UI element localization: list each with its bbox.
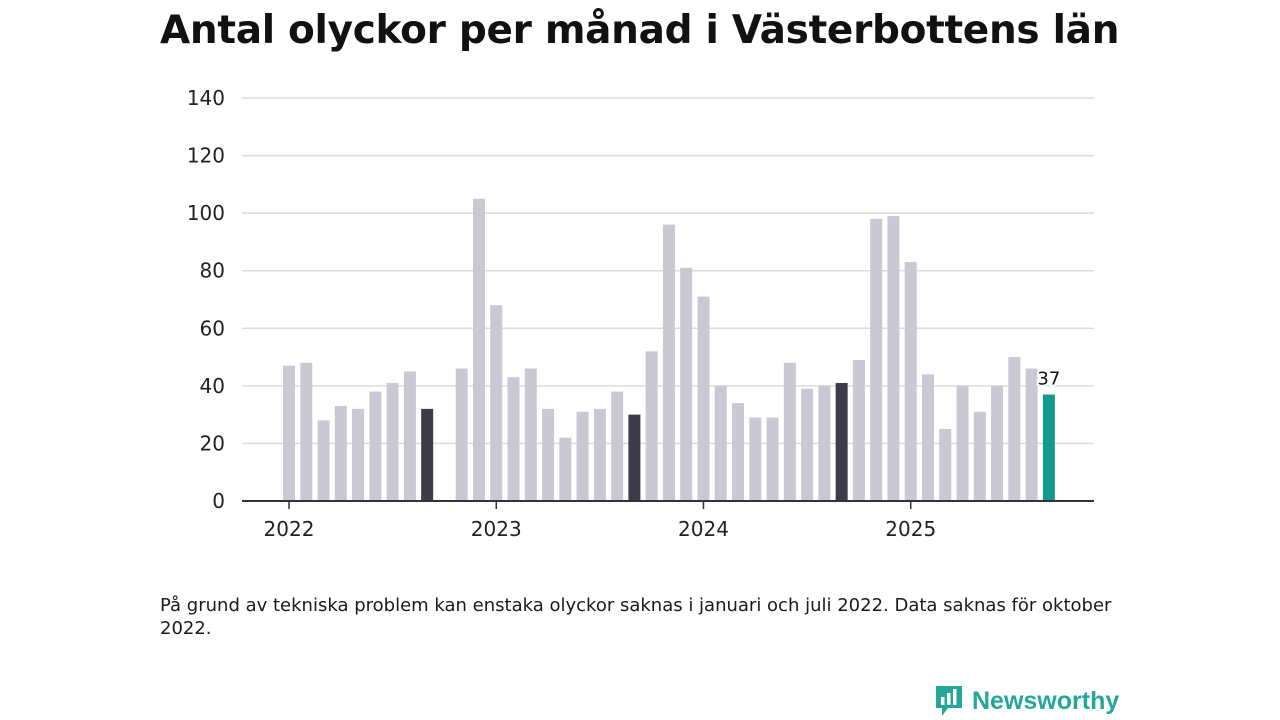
bar-2025-04 (956, 385, 969, 501)
bar-2024-09 (835, 382, 848, 501)
bar-2022-09 (421, 408, 434, 501)
bar-2024-08 (818, 385, 831, 501)
bar-2023-09 (628, 414, 641, 501)
bar-2024-12 (887, 216, 900, 501)
y-axis-ticks: 0 20 40 60 80 100 120 140 (187, 86, 225, 513)
y-tick-label: 100 (187, 201, 225, 225)
bar-2023-04 (542, 408, 555, 501)
bar-2023-12 (680, 267, 693, 501)
x-tick-label: 2024 (678, 517, 729, 541)
bar-2025-08 (1025, 368, 1038, 501)
x-tick-label: 2023 (471, 517, 522, 541)
bar-2023-05 (559, 437, 572, 501)
bar-2022-12 (472, 198, 485, 501)
bar-2024-06 (783, 362, 796, 501)
bar-2023-02 (507, 377, 520, 501)
brand-logo: Newsworthy (934, 684, 1119, 718)
bar-2025-02 (921, 374, 934, 501)
footnote: På grund av tekniska problem kan enstaka… (160, 595, 1112, 639)
bar-2022-03 (317, 420, 330, 501)
bar-2024-11 (870, 218, 883, 501)
bar-2022-05 (352, 408, 365, 501)
bar-2025-01 (904, 262, 917, 501)
bar-2022-02 (300, 362, 313, 501)
bar-2024-07 (801, 388, 814, 501)
y-tick-label: 60 (200, 316, 225, 340)
bar-2022-01 (283, 365, 295, 501)
bar-2023-11 (662, 224, 675, 501)
bar-2024-10 (852, 359, 865, 501)
bar-2024-03 (732, 403, 745, 501)
bar-2025-05 (973, 411, 986, 501)
bar-2023-08 (611, 391, 624, 501)
x-tick-label: 2025 (885, 517, 936, 541)
x-tick-label: 2022 (264, 517, 315, 541)
bar-2025-03 (939, 429, 952, 501)
bar-2023-06 (576, 411, 589, 501)
data-labels: 37 (1035, 366, 1062, 391)
brand-name: Newsworthy (972, 686, 1120, 715)
bar-2025-07 (1008, 357, 1021, 501)
bar-2022-07 (386, 382, 399, 501)
y-tick-label: 120 (187, 144, 225, 168)
data-label-2025-09: 37 (1037, 368, 1060, 389)
bar-2025-06 (991, 385, 1004, 501)
bars (283, 198, 1055, 501)
newsworthy-logo-icon (936, 686, 962, 716)
bar-2024-01 (697, 296, 710, 501)
bar-2024-05 (766, 417, 779, 501)
bar-2023-01 (490, 305, 503, 501)
bar-2024-04 (749, 417, 762, 501)
bar-2022-11 (455, 368, 468, 501)
y-tick-label: 80 (200, 259, 225, 283)
bar-2023-03 (524, 368, 537, 501)
x-axis-ticks: 2022 2023 2024 2025 (264, 501, 936, 541)
y-tick-label: 0 (212, 489, 225, 513)
bar-2022-04 (334, 406, 347, 501)
bar-2023-07 (593, 408, 606, 501)
chart-title: Antal olyckor per månad i Västerbottens … (160, 8, 1120, 53)
y-tick-label: 20 (200, 431, 225, 455)
y-tick-label: 140 (187, 86, 225, 110)
bar-2024-02 (714, 385, 727, 501)
bar-2022-06 (369, 391, 382, 501)
bar-2022-08 (403, 371, 416, 501)
bar-2023-10 (645, 351, 658, 501)
bar-2025-09 (1042, 394, 1055, 501)
y-tick-label: 40 (200, 374, 225, 398)
